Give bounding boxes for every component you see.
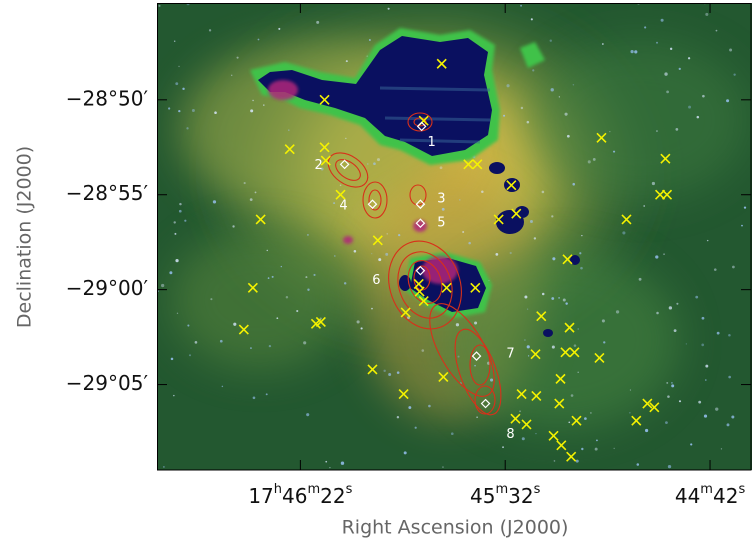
- x-tick-label: 44m42s: [675, 482, 746, 508]
- y-tick-label: −28°55′: [66, 181, 149, 205]
- chart: Right Ascension (J2000) Declination (J20…: [0, 0, 752, 543]
- y-tick-label: −29°05′: [66, 371, 149, 395]
- source-label: 7: [506, 347, 514, 362]
- source-label: 1: [427, 135, 435, 150]
- x-tick-label: 17h46m22s: [248, 482, 352, 508]
- sky-image: [156, 0, 752, 470]
- x-tick-label: 45m32s: [470, 482, 541, 508]
- source-label: 8: [506, 427, 514, 442]
- source-label: 5: [437, 216, 445, 231]
- y-tick-label: −28°50′: [66, 86, 149, 110]
- source-label: 6: [372, 273, 380, 288]
- source-label: 2: [314, 158, 322, 173]
- y-axis-title: Declination (J2000): [14, 146, 36, 328]
- x-axis-title: Right Ascension (J2000): [342, 517, 569, 539]
- source-label: 4: [339, 199, 347, 214]
- y-tick-label: −29°00′: [66, 276, 149, 300]
- source-label: 3: [437, 192, 445, 207]
